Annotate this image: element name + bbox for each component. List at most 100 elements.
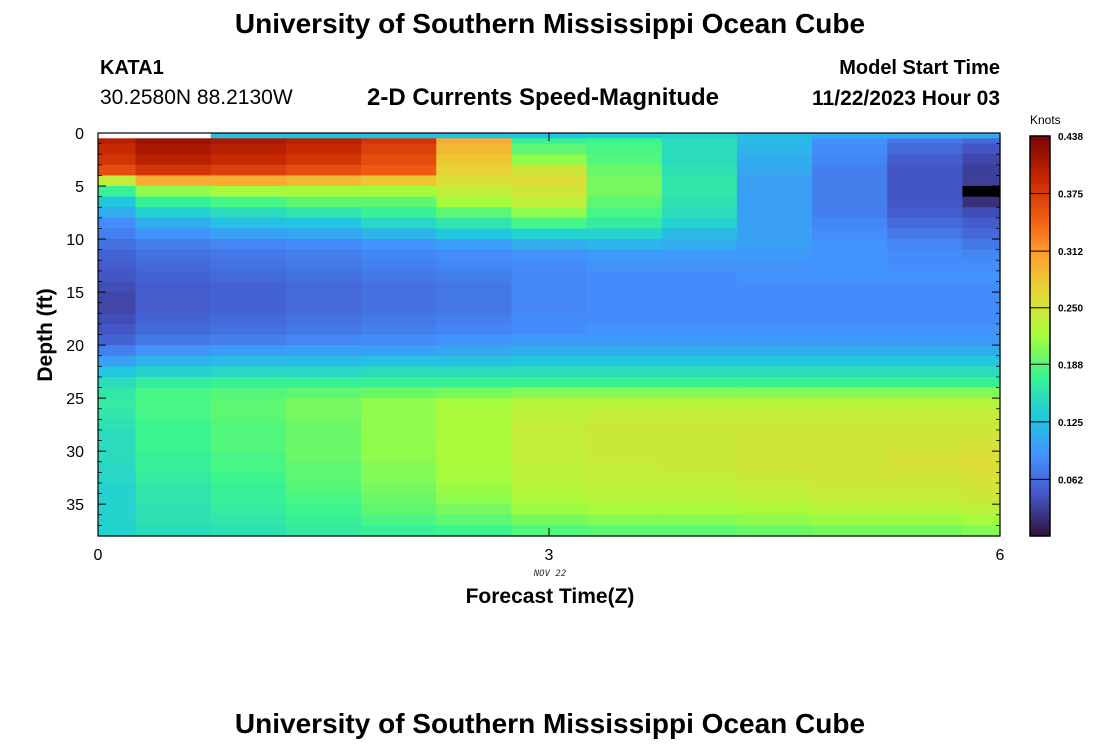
heatmap-cell	[661, 461, 738, 473]
heatmap-cell	[962, 164, 1001, 177]
heatmap-cell	[962, 196, 1001, 208]
heatmap-cell	[887, 451, 964, 463]
heatmap-cell	[361, 525, 437, 537]
heatmap-cell	[812, 440, 888, 452]
heatmap-cell	[812, 154, 888, 166]
heatmap-cell	[135, 398, 212, 410]
heatmap-cell	[511, 514, 588, 526]
heatmap-cell	[210, 313, 287, 325]
heatmap-cell	[736, 239, 813, 251]
heatmap-cell	[135, 355, 212, 367]
heatmap-cell	[812, 366, 888, 378]
heatmap-cell	[887, 514, 964, 526]
heatmap-cell	[285, 186, 362, 198]
heatmap-cell	[887, 419, 964, 431]
heatmap-cell	[361, 175, 437, 187]
heatmap-cell	[511, 493, 588, 505]
heatmap-cell	[962, 472, 1001, 484]
heatmap-cell	[210, 207, 287, 219]
heatmap-cell	[511, 408, 588, 420]
heatmap-cell	[361, 355, 437, 367]
heatmap-cell	[135, 175, 212, 187]
heatmap-cell	[887, 429, 964, 442]
heatmap-cell	[812, 207, 888, 219]
heatmap-cell	[361, 217, 437, 230]
heatmap-cell	[98, 493, 137, 505]
heatmap-cell	[736, 504, 813, 516]
heatmap-cell	[210, 482, 287, 495]
heatmap-cell	[361, 207, 437, 219]
heatmap-cell	[511, 429, 588, 442]
heatmap-cell	[661, 292, 738, 304]
heatmap-cell	[812, 164, 888, 177]
heatmap-cell	[887, 228, 964, 240]
heatmap-cell	[436, 376, 513, 389]
heatmap-cell	[962, 334, 1001, 346]
heatmap-cell	[285, 175, 362, 187]
heatmap-cell	[210, 249, 287, 261]
heatmap-cells	[98, 133, 1001, 537]
heatmap-cell	[98, 429, 137, 442]
heatmap-cell	[511, 472, 588, 484]
heatmap-cell	[285, 292, 362, 304]
heatmap-cell	[736, 493, 813, 505]
heatmap-cell	[98, 440, 137, 452]
heatmap-cell	[210, 419, 287, 431]
heatmap-cell	[285, 355, 362, 367]
heatmap-cell	[661, 260, 738, 272]
heatmap-cell	[661, 196, 738, 208]
heatmap-cell	[511, 228, 588, 240]
y-tick-label: 0	[75, 126, 84, 143]
heatmap-cell	[812, 281, 888, 293]
heatmap-cell	[962, 493, 1001, 505]
heatmap-cell	[98, 472, 137, 484]
heatmap-cell	[887, 387, 964, 399]
heatmap-cell	[736, 451, 813, 463]
heatmap-cell	[361, 398, 437, 410]
heatmap-cell	[361, 461, 437, 473]
heatmap-cell	[887, 154, 964, 166]
heatmap-cell	[661, 334, 738, 346]
model-start-label: Model Start Time	[839, 57, 1000, 79]
x-axis-label: Forecast Time(Z)	[465, 585, 635, 608]
heatmap-cell	[285, 440, 362, 452]
heatmap-cell	[436, 387, 513, 399]
heatmap-cell	[812, 186, 888, 198]
heatmap-cell	[962, 260, 1001, 272]
colorbar-tick-label: 0.312	[1058, 247, 1083, 258]
heatmap-cell	[661, 514, 738, 526]
heatmap-cell	[436, 260, 513, 272]
model-start-value: 11/22/2023 Hour 03	[812, 87, 1000, 110]
heatmap-cell	[812, 239, 888, 251]
heatmap-cell	[736, 525, 813, 537]
heatmap-cell	[661, 451, 738, 463]
heatmap-cell	[887, 164, 964, 177]
heatmap-cell	[887, 239, 964, 251]
heatmap-cell	[962, 482, 1001, 495]
heatmap-cell	[210, 164, 287, 177]
heatmap-cell	[135, 143, 212, 155]
heatmap-cell	[98, 334, 137, 346]
heatmap-cell	[210, 366, 287, 378]
heatmap-cell	[361, 376, 437, 389]
heatmap-cell	[135, 281, 212, 293]
heatmap-cell	[285, 461, 362, 473]
heatmap-cell	[736, 228, 813, 240]
heatmap-cell	[511, 292, 588, 304]
heatmap-cell	[436, 217, 513, 230]
heatmap-cell	[736, 186, 813, 198]
heatmap-cell	[586, 154, 663, 166]
heatmap-cell	[210, 281, 287, 293]
heatmap-cell	[736, 138, 813, 145]
heatmap-cell	[210, 355, 287, 367]
heatmap-cell	[586, 313, 663, 325]
heatmap-cell	[210, 429, 287, 442]
heatmap-cell	[361, 482, 437, 495]
heatmap-cell	[736, 260, 813, 272]
heatmap-cell	[436, 292, 513, 304]
heatmap-cell	[736, 249, 813, 261]
heatmap-cell	[887, 334, 964, 346]
heatmap-cell	[736, 482, 813, 495]
heatmap-cell	[285, 429, 362, 442]
heatmap-cell	[436, 239, 513, 251]
